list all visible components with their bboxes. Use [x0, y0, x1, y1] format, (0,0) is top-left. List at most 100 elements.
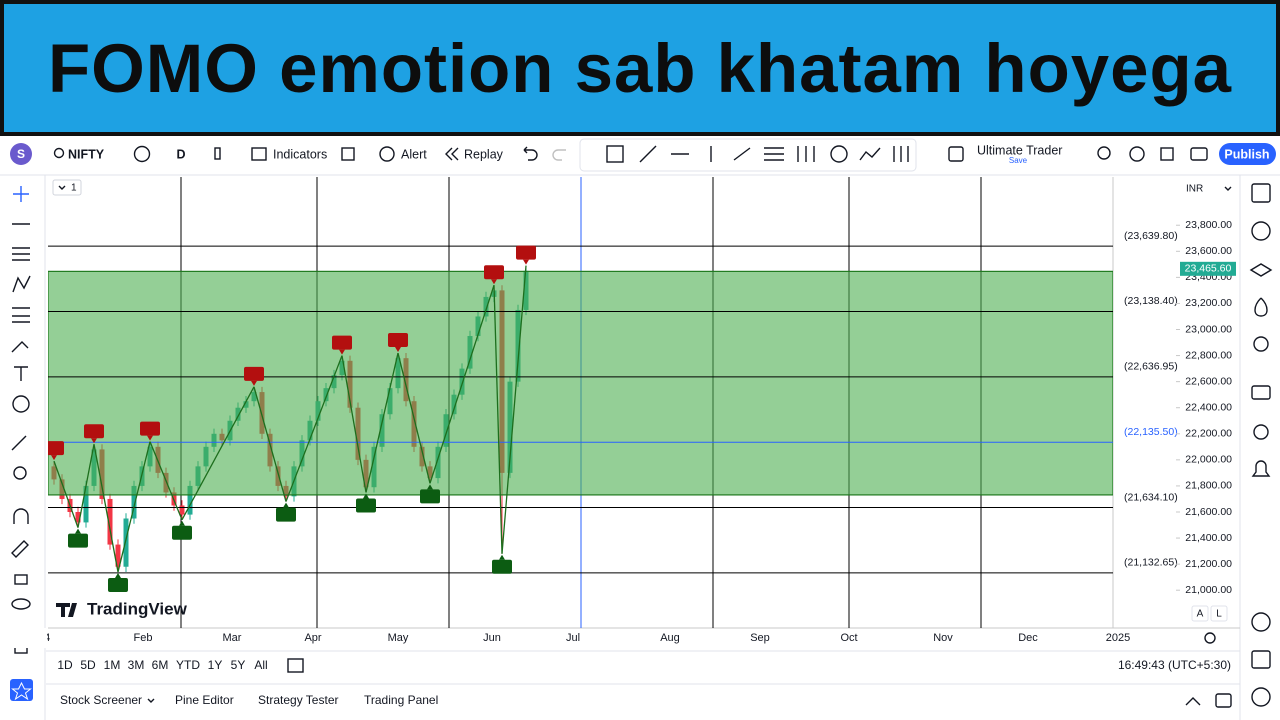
marker-tip — [251, 380, 257, 386]
streams[interactable] — [1253, 424, 1269, 440]
zoom-tool[interactable] — [13, 466, 27, 480]
hide-tool[interactable] — [11, 598, 31, 610]
star-icon — [11, 681, 32, 701]
y-tick-label: 23,600.00 — [1185, 245, 1232, 257]
indicators-button[interactable]: Indicators — [273, 147, 327, 161]
collapse-panel[interactable] — [1185, 697, 1201, 706]
low-marker — [172, 520, 192, 540]
symbol[interactable]: NIFTY — [68, 147, 105, 161]
bottom-tab[interactable]: Stock Screener — [60, 693, 142, 707]
emoji-tool[interactable] — [12, 395, 30, 413]
plot-area: 1 TradingView — [48, 177, 1113, 628]
circle-tool[interactable] — [830, 145, 848, 163]
candle-body — [123, 518, 129, 567]
quick-search[interactable] — [1097, 146, 1111, 160]
fib-tool-left[interactable] — [12, 247, 30, 261]
favorites[interactable] — [10, 679, 33, 701]
ray-tool[interactable] — [733, 147, 751, 161]
bottom-tab[interactable]: Strategy Tester — [258, 693, 338, 707]
replay-button[interactable]: Replay — [464, 147, 504, 161]
screenshot[interactable] — [1190, 147, 1208, 161]
marker-tip — [523, 259, 529, 265]
avatar[interactable] — [10, 143, 32, 165]
range-button[interactable]: 1Y — [208, 658, 223, 672]
magnet-tool[interactable] — [13, 508, 29, 524]
rect-tool[interactable] — [606, 145, 624, 163]
trend-tool[interactable] — [639, 145, 657, 163]
maximize-panel[interactable] — [1215, 693, 1232, 708]
templates-icon[interactable] — [341, 147, 355, 161]
layers[interactable] — [1249, 263, 1273, 277]
bottom-tab[interactable]: Trading Panel — [364, 693, 438, 707]
x-tick-label: Nov — [933, 632, 953, 644]
undo[interactable] — [523, 146, 538, 161]
ideas[interactable] — [1253, 336, 1269, 352]
range-buttons: 1D 5D 1M 3M 6M YTD 1Y 5Y All — [57, 658, 267, 672]
layout-icon[interactable] — [948, 146, 964, 162]
marker-box — [356, 498, 376, 513]
pitchfork-tool[interactable] — [797, 146, 815, 162]
scale-button[interactable] — [1210, 605, 1228, 622]
hotlists[interactable] — [1254, 297, 1268, 317]
layout-name[interactable]: Ultimate Trader — [977, 143, 1062, 157]
level-label: (21,132.65) — [1124, 557, 1178, 569]
range-button[interactable]: 3M — [128, 658, 145, 672]
y-tick-label: 21,600.00 — [1185, 506, 1232, 518]
measure-tool[interactable] — [893, 146, 909, 162]
range-button[interactable]: All — [254, 658, 267, 672]
settings[interactable] — [1129, 146, 1145, 162]
text-tool[interactable] — [14, 366, 28, 381]
goto-date[interactable] — [287, 658, 304, 673]
bottom-tab[interactable]: Pine Editor — [175, 693, 234, 707]
time-axis: 2024FebMarAprMayJunJulAugSepOctNovDec202… — [0, 628, 1130, 648]
alerts-panel[interactable] — [1251, 221, 1271, 241]
range-box — [48, 270, 1113, 496]
high-marker — [332, 335, 352, 355]
alert-button[interactable]: Alert — [401, 147, 427, 161]
y-tick-label: 23,000.00 — [1185, 323, 1232, 335]
interval[interactable]: D — [176, 147, 185, 161]
forecast-tool[interactable] — [12, 307, 30, 323]
redo[interactable] — [552, 149, 566, 161]
notifications[interactable] — [1251, 460, 1271, 477]
candle-body — [131, 485, 137, 519]
fullscreen[interactable] — [1160, 147, 1174, 161]
chart-type-icon[interactable] — [214, 147, 221, 160]
x-tick-label: Feb — [134, 632, 153, 644]
marker-box — [48, 441, 64, 456]
marker-tip — [147, 435, 153, 441]
stay-drawing[interactable] — [11, 540, 29, 558]
ruler-tool[interactable] — [11, 435, 27, 451]
lock-tool[interactable] — [14, 574, 28, 585]
x-tick-label: Jul — [566, 632, 580, 644]
range-button[interactable]: 6M — [152, 658, 169, 672]
calendar[interactable] — [1251, 650, 1271, 669]
range-button[interactable]: 1D — [57, 658, 73, 672]
range-button[interactable]: 1M — [104, 658, 121, 672]
target[interactable] — [1251, 612, 1271, 632]
pattern-tool[interactable] — [859, 147, 881, 161]
range-button[interactable]: YTD — [176, 658, 200, 672]
x-tick-label: Dec — [1018, 632, 1038, 644]
currency[interactable]: INR — [1186, 184, 1203, 195]
publish-button[interactable] — [1219, 143, 1276, 165]
pattern-tool-left[interactable] — [12, 275, 31, 293]
range-button[interactable]: 5Y — [231, 658, 246, 672]
brush-tool[interactable] — [11, 341, 29, 353]
fib-tool[interactable] — [764, 147, 784, 161]
zigzag-segment — [253, 386, 287, 502]
pane-toggle[interactable] — [52, 179, 82, 196]
scale-button[interactable] — [1191, 605, 1209, 622]
axis-settings[interactable] — [1204, 632, 1216, 644]
level-label: (21,634.10) — [1124, 491, 1178, 503]
add-symbol[interactable] — [133, 145, 151, 163]
range-button[interactable]: 5D — [80, 658, 96, 672]
x-tick-label: May — [388, 632, 409, 644]
help[interactable] — [1251, 687, 1271, 707]
crosshair-tool[interactable] — [13, 186, 29, 202]
avatar-letter: S — [17, 147, 25, 161]
chats[interactable] — [1251, 385, 1271, 400]
drawing-toolbar — [579, 138, 917, 172]
marker-box — [388, 332, 408, 347]
watchlist[interactable] — [1251, 183, 1271, 203]
